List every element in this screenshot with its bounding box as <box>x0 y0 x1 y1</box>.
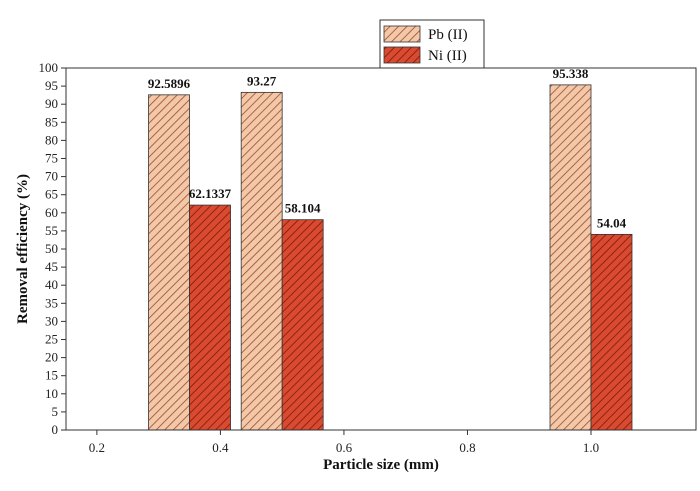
bar-ni-1 <box>281 219 324 431</box>
y-axis: 0 5 10 15 20 25 30 35 40 45 50 55 60 65 70 75 80 85 90 95 10… <box>39 60 66 437</box>
y-tick-label: 35 <box>45 295 58 310</box>
x-tick-label: 0.6 <box>336 440 353 455</box>
y-tick-label: 60 <box>45 205 58 220</box>
y-tick-label: 15 <box>45 368 58 383</box>
x-tick-label: 0.4 <box>212 440 229 455</box>
data-label-ni-1: 58.104 <box>285 201 321 216</box>
x-tick-label: 1.0 <box>583 440 599 455</box>
data-label-pb-0: 92.5896 <box>148 76 191 91</box>
bars-group <box>148 84 633 431</box>
y-tick-label: 25 <box>45 332 58 347</box>
y-tick-label: 5 <box>52 404 59 419</box>
y-tick-label: 80 <box>45 132 58 147</box>
y-axis-title: Removal efficiency (%) <box>15 174 31 324</box>
bar-pb-0 <box>148 94 190 431</box>
bar-ni-2 <box>590 233 633 431</box>
y-tick-label: 45 <box>45 259 58 274</box>
y-tick-label: 10 <box>45 386 58 401</box>
y-tick-label: 50 <box>45 241 58 256</box>
data-labels-group: 92.5896 62.1337 93.27 58.104 95.338 54.04 <box>148 66 627 230</box>
legend-swatch-ni <box>383 46 421 64</box>
bar-pb-1 <box>240 91 283 431</box>
data-label-ni-0: 62.1337 <box>189 186 232 201</box>
x-tick-label: 0.2 <box>89 440 105 455</box>
x-axis-title: Particle size (mm) <box>323 457 439 473</box>
y-tick-label: 65 <box>45 187 58 202</box>
y-tick-label: 0 <box>52 422 59 437</box>
legend-label-pb: Pb (II) <box>428 27 468 43</box>
y-tick-label: 55 <box>45 223 58 238</box>
y-tick-label: 30 <box>45 313 58 328</box>
data-label-pb-1: 93.27 <box>247 73 277 88</box>
legend: Pb (II) Ni (II) <box>379 19 485 69</box>
y-tick-label: 85 <box>45 114 58 129</box>
bar-ni-0 <box>189 204 231 431</box>
y-tick-label: 95 <box>45 78 58 93</box>
x-axis: 0.2 0.4 0.6 0.8 1.0 <box>89 430 599 455</box>
x-tick-label: 0.8 <box>459 440 475 455</box>
y-tick-label: 100 <box>39 60 59 75</box>
legend-label-ni: Ni (II) <box>428 48 467 64</box>
y-tick-label: 75 <box>45 151 58 166</box>
y-tick-label: 90 <box>45 96 58 111</box>
data-label-ni-2: 54.04 <box>597 215 627 230</box>
y-tick-label: 40 <box>45 277 58 292</box>
bar-pb-2 <box>549 84 592 431</box>
y-tick-label: 20 <box>45 350 58 365</box>
legend-swatch-pb <box>383 25 421 43</box>
data-label-pb-2: 95.338 <box>553 66 589 81</box>
y-tick-label: 70 <box>45 169 58 184</box>
